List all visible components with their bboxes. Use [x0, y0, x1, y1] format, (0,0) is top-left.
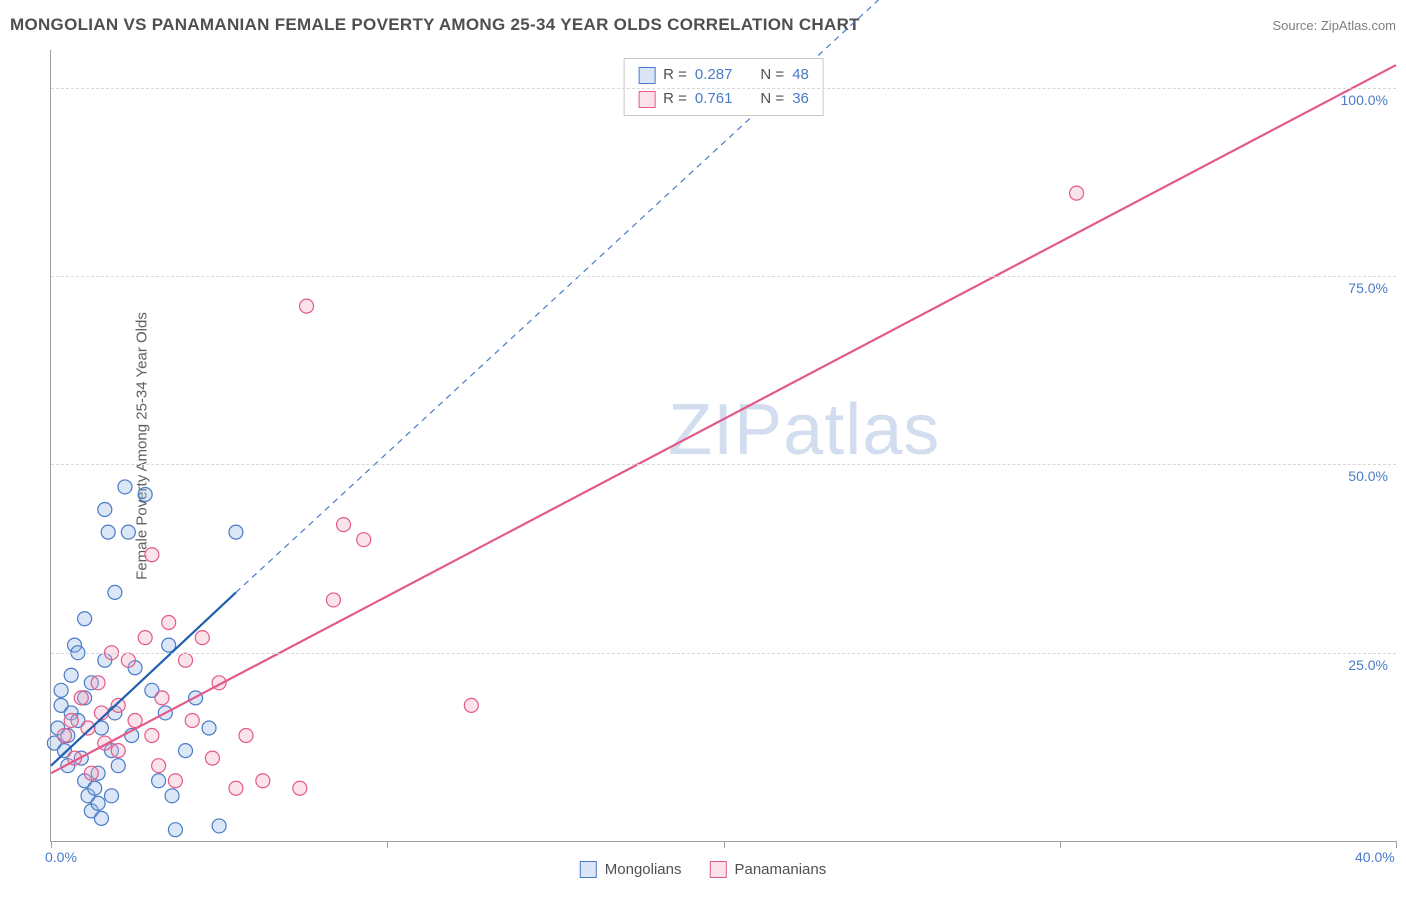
legend-swatch: [709, 861, 726, 878]
series-legend: Mongolians Panamanians: [580, 861, 826, 878]
legend-r-prefix: R =: [663, 87, 687, 111]
legend-r-value: 0.287: [695, 63, 733, 87]
data-point: [300, 299, 314, 313]
data-point: [64, 713, 78, 727]
data-point: [179, 744, 193, 758]
data-point: [111, 698, 125, 712]
data-point: [94, 811, 108, 825]
x-tick: [1060, 841, 1061, 848]
data-point: [145, 729, 159, 743]
gridline: [51, 653, 1396, 654]
y-tick-label: 100.0%: [1341, 92, 1388, 108]
data-point: [357, 533, 371, 547]
legend-r-value: 0.761: [695, 87, 733, 111]
data-point: [326, 593, 340, 607]
legend-n-value: 48: [792, 63, 809, 87]
data-point: [101, 525, 115, 539]
data-point: [152, 759, 166, 773]
y-tick-label: 50.0%: [1348, 468, 1388, 484]
data-point: [229, 525, 243, 539]
x-tick-label: 0.0%: [45, 849, 77, 922]
y-tick-label: 25.0%: [1348, 657, 1388, 673]
x-tick: [1396, 841, 1397, 848]
data-point: [168, 774, 182, 788]
x-tick: [387, 841, 388, 848]
data-point: [121, 653, 135, 667]
series-legend-item: Panamanians: [709, 861, 826, 878]
data-point: [293, 781, 307, 795]
data-point: [152, 774, 166, 788]
series-name: Mongolians: [605, 861, 682, 878]
data-point: [229, 781, 243, 795]
data-point: [165, 789, 179, 803]
data-point: [57, 729, 71, 743]
series-name: Panamanians: [734, 861, 826, 878]
data-point: [337, 518, 351, 532]
y-tick-label: 75.0%: [1348, 280, 1388, 296]
gridline: [51, 276, 1396, 277]
data-point: [108, 585, 122, 599]
legend-swatch: [638, 91, 655, 108]
data-point: [88, 781, 102, 795]
data-point: [239, 729, 253, 743]
chart-plot-area: ZIPatlas R =0.287N =48R =0.761N =36 25.0…: [50, 50, 1396, 842]
trend-line: [51, 65, 1396, 773]
data-point: [91, 676, 105, 690]
source-label: Source: ZipAtlas.com: [1272, 18, 1396, 33]
x-tick: [724, 841, 725, 848]
data-point: [138, 487, 152, 501]
data-point: [212, 819, 226, 833]
legend-n-value: 36: [792, 87, 809, 111]
data-point: [138, 631, 152, 645]
gridline: [51, 464, 1396, 465]
legend-n-prefix: N =: [760, 87, 784, 111]
data-point: [111, 759, 125, 773]
legend-row: R = 0.287 N = 48: [638, 63, 809, 87]
series-legend-item: Mongolians: [580, 861, 682, 878]
data-point: [202, 721, 216, 735]
data-point: [179, 653, 193, 667]
data-point: [98, 503, 112, 517]
chart-title: MONGOLIAN VS PANAMANIAN FEMALE POVERTY A…: [10, 15, 860, 35]
data-point: [84, 766, 98, 780]
data-point: [205, 751, 219, 765]
data-point: [168, 823, 182, 837]
gridline: [51, 88, 1396, 89]
data-point: [256, 774, 270, 788]
data-point: [91, 796, 105, 810]
data-point: [162, 616, 176, 630]
data-point: [111, 744, 125, 758]
data-point: [105, 789, 119, 803]
data-point: [155, 691, 169, 705]
x-tick: [51, 841, 52, 848]
data-point: [464, 698, 478, 712]
x-tick-label: 40.0%: [1355, 849, 1395, 865]
data-point: [81, 721, 95, 735]
data-point: [1070, 186, 1084, 200]
data-point: [145, 548, 159, 562]
data-point: [64, 668, 78, 682]
data-point: [195, 631, 209, 645]
data-point: [118, 480, 132, 494]
legend-row: R = 0.761 N = 36: [638, 87, 809, 111]
data-point: [121, 525, 135, 539]
data-point: [54, 683, 68, 697]
scatter-plot-svg: [51, 50, 1396, 841]
data-point: [78, 612, 92, 626]
legend-swatch: [580, 861, 597, 878]
data-point: [185, 713, 199, 727]
legend-swatch: [638, 67, 655, 84]
legend-r-prefix: R =: [663, 63, 687, 87]
legend-n-prefix: N =: [760, 63, 784, 87]
data-point: [74, 691, 88, 705]
